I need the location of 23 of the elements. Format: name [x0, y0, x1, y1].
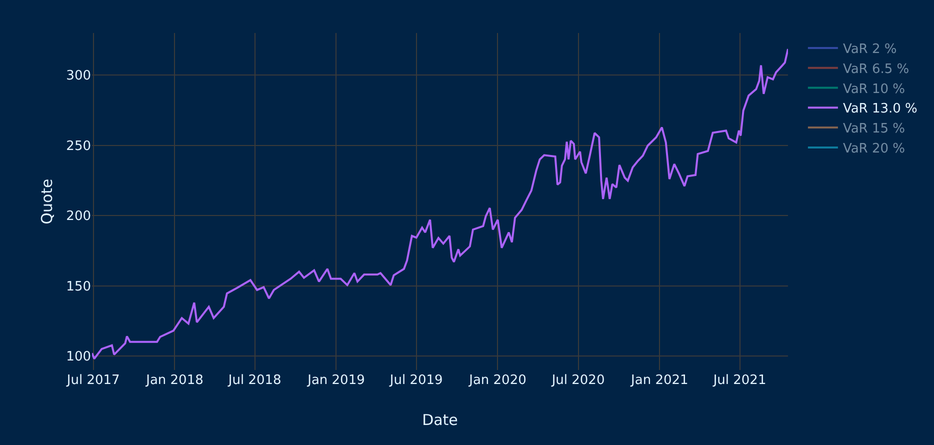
- y-axis-title: Quote: [38, 178, 56, 224]
- x-tick-label: Jan 2018: [145, 373, 204, 388]
- x-tick-label: Jul 2019: [388, 373, 443, 388]
- x-tick-label: Jul 2018: [227, 373, 282, 388]
- y-tick-label: 100: [66, 350, 91, 365]
- x-tick-label: Jul 2020: [550, 373, 605, 388]
- y-tick-label: 250: [66, 138, 91, 154]
- x-tick-label: Jul 2021: [712, 373, 766, 388]
- x-axis-title: Date: [422, 411, 458, 429]
- legend-label: VaR 20 %: [842, 142, 905, 157]
- x-tick-label: Jan 2019: [306, 373, 365, 388]
- y-tick-label: 200: [66, 209, 91, 224]
- y-tick-label: 300: [66, 68, 91, 84]
- y-tick-label: 150: [66, 279, 91, 294]
- x-tick-label: Jan 2021: [630, 373, 688, 388]
- legend-label: VaR 10 %: [842, 82, 905, 97]
- line-series: [92, 48, 788, 360]
- legend-label: VaR 13.0 %: [842, 102, 918, 117]
- legend-label: VaR 2 %: [842, 42, 897, 58]
- x-tick-label: Jul 2017: [66, 373, 120, 388]
- legend-label: VaR 6.5 %: [842, 62, 910, 77]
- legend-label: VaR 15 %: [842, 122, 905, 137]
- x-tick-label: Jan 2020: [468, 373, 526, 388]
